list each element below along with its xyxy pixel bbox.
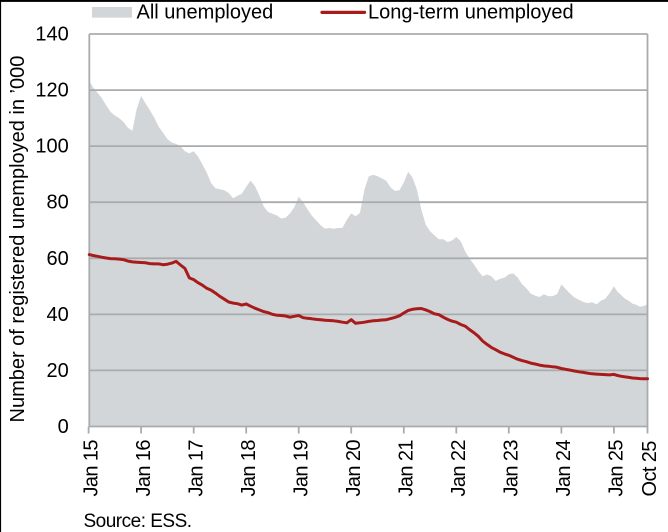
svg-text:Jan 15: Jan 15	[80, 440, 102, 497]
svg-text:40: 40	[47, 304, 69, 326]
svg-text:100: 100	[35, 136, 68, 158]
svg-text:Jan 22: Jan 22	[448, 440, 470, 497]
svg-text:80: 80	[47, 192, 69, 214]
svg-text:20: 20	[47, 360, 69, 382]
svg-text:Number of registered unemploye: Number of registered unemployed in ’000	[7, 56, 29, 423]
svg-text:140: 140	[35, 24, 68, 46]
svg-text:0: 0	[58, 416, 69, 438]
svg-text:Jan 20: Jan 20	[343, 440, 365, 497]
svg-text:Jan 17: Jan 17	[185, 440, 207, 497]
svg-text:Long-term unemployed: Long-term unemployed	[368, 2, 574, 24]
svg-text:Jan 23: Jan 23	[501, 440, 523, 497]
svg-text:Jan 18: Jan 18	[238, 440, 260, 497]
svg-text:Jan 24: Jan 24	[553, 440, 575, 497]
svg-text:60: 60	[47, 248, 69, 270]
svg-text:All unemployed: All unemployed	[137, 2, 274, 24]
svg-text:120: 120	[35, 80, 68, 102]
svg-text:Jan 25: Jan 25	[606, 440, 628, 497]
svg-text:Jan 16: Jan 16	[133, 440, 155, 497]
svg-text:Source: ESS.: Source: ESS.	[84, 511, 192, 532]
svg-text:Oct 25: Oct 25	[639, 441, 661, 497]
svg-text:Jan 21: Jan 21	[396, 440, 418, 497]
svg-text:Jan 19: Jan 19	[290, 440, 312, 497]
